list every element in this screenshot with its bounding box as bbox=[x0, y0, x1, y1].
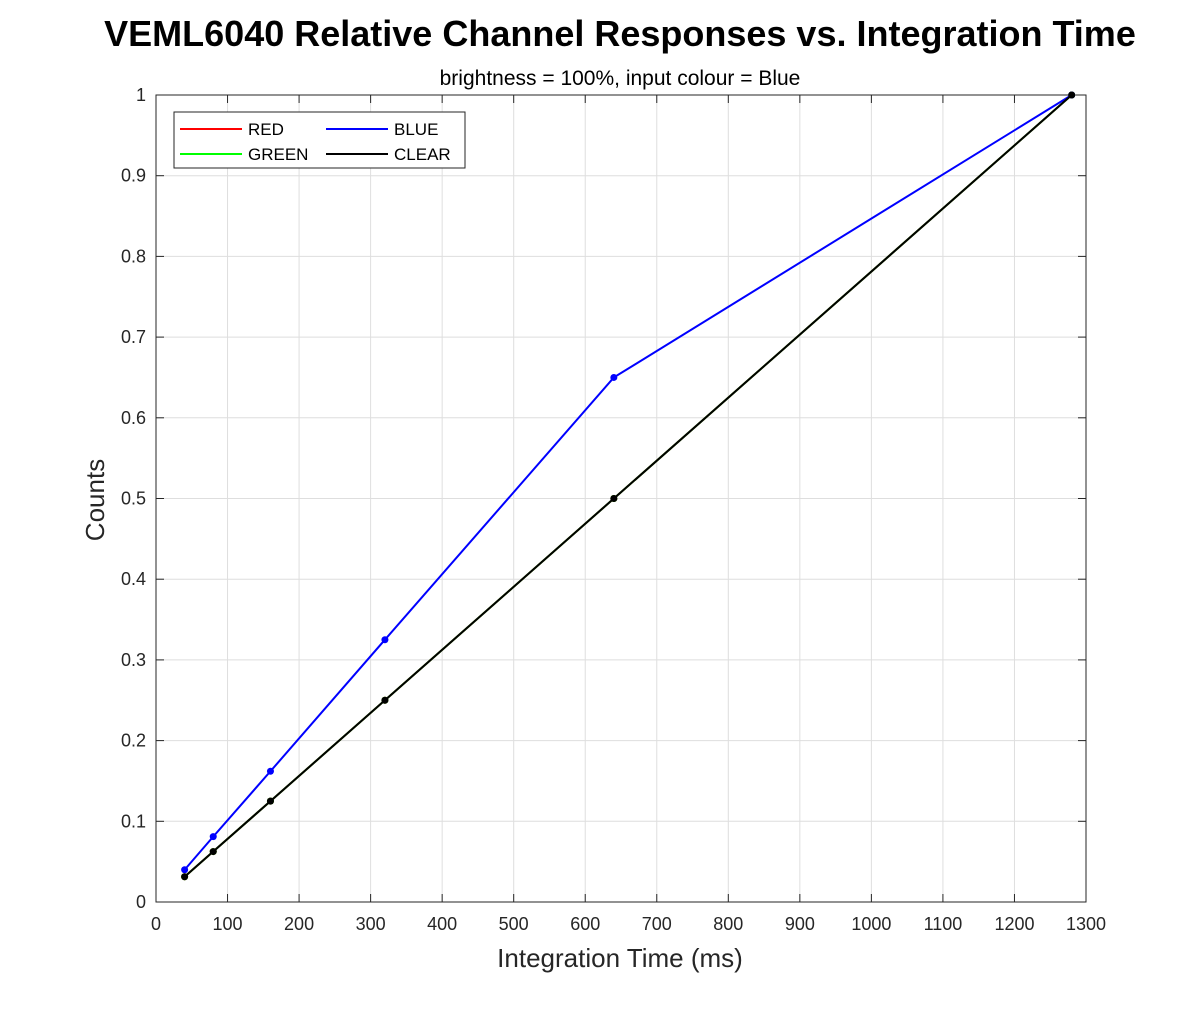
data-point-clear bbox=[181, 873, 189, 881]
legend: RED GREEN BLUE CLEAR bbox=[173, 111, 466, 169]
axis-ticks: 0 100 200 300 400 500 600 700 800 900 1000 1100 1200… bbox=[121, 85, 1106, 934]
data-point-blue bbox=[181, 866, 189, 874]
data-point-clear bbox=[610, 495, 618, 502]
x-tick-label: 600 bbox=[570, 914, 600, 934]
data-point-clear bbox=[1068, 91, 1076, 99]
legend-label-red: RED bbox=[248, 120, 284, 139]
y-tick-label: 0.8 bbox=[121, 246, 146, 266]
data-point-blue bbox=[381, 636, 389, 644]
y-tick-label: 0.5 bbox=[121, 489, 146, 509]
data-point-blue bbox=[266, 767, 274, 775]
series-blue bbox=[181, 91, 1076, 874]
x-tick-label: 700 bbox=[642, 914, 672, 934]
legend-box bbox=[173, 111, 466, 169]
y-tick-label: 1 bbox=[136, 85, 146, 105]
x-tick-label: 1200 bbox=[994, 914, 1034, 934]
data-point-clear bbox=[266, 797, 274, 805]
data-point-clear bbox=[381, 696, 389, 704]
legend-label-green: GREEN bbox=[248, 145, 308, 164]
y-tick-label: 0.4 bbox=[121, 569, 146, 589]
x-tick-label: 200 bbox=[284, 914, 314, 934]
chart-subtitle: brightness = 100%, input colour = Blue bbox=[440, 67, 801, 90]
legend-label-blue: BLUE bbox=[394, 120, 438, 139]
x-tick-label: 900 bbox=[785, 914, 815, 934]
y-axis-label: Counts bbox=[80, 459, 110, 541]
x-tick-label: 1100 bbox=[924, 914, 963, 934]
legend-label-clear: CLEAR bbox=[394, 145, 451, 164]
data-point-blue bbox=[209, 833, 217, 841]
grid bbox=[155, 94, 1087, 903]
x-axis-label: Integration Time (ms) bbox=[497, 943, 743, 973]
y-tick-label: 0.1 bbox=[121, 811, 146, 831]
x-tick-label: 400 bbox=[427, 914, 457, 934]
series-clear bbox=[181, 91, 1076, 881]
series-line-clear bbox=[183, 94, 1073, 878]
x-tick-label: 0 bbox=[151, 914, 161, 934]
y-tick-label: 0.9 bbox=[121, 166, 146, 186]
y-tick-label: 0.7 bbox=[121, 327, 146, 347]
data-point-blue bbox=[610, 373, 618, 381]
y-tick-label: 0.6 bbox=[121, 408, 146, 428]
x-tick-label: 500 bbox=[499, 914, 529, 934]
y-tick-label: 0.2 bbox=[121, 731, 146, 751]
data-point-clear bbox=[209, 848, 217, 856]
x-tick-label: 300 bbox=[356, 914, 386, 934]
series-line-blue bbox=[183, 94, 1073, 871]
x-tick-label: 1300 bbox=[1066, 914, 1106, 934]
y-tick-label: 0 bbox=[136, 892, 146, 912]
series-group bbox=[181, 91, 1076, 881]
x-tick-label: 800 bbox=[713, 914, 743, 934]
x-tick-label: 1000 bbox=[851, 914, 891, 934]
x-tick-label: 100 bbox=[213, 914, 243, 934]
y-tick-label: 0.3 bbox=[121, 650, 146, 670]
chart-title: VEML6040 Relative Channel Responses vs. … bbox=[104, 13, 1136, 54]
